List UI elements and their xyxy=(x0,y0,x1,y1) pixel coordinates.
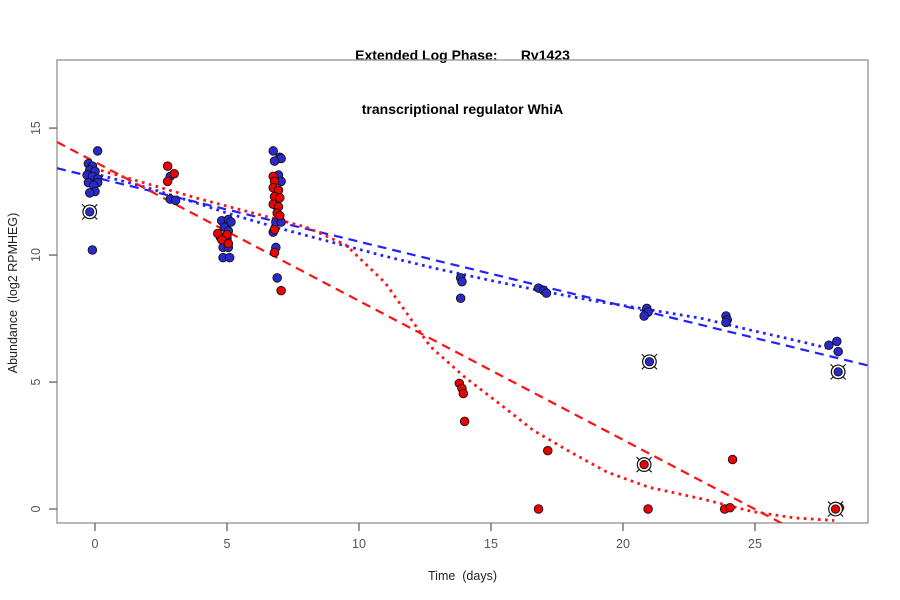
red-points xyxy=(269,247,280,258)
y-tick-label: 0 xyxy=(29,506,43,513)
blue-points xyxy=(824,340,834,350)
y-tick-label: 5 xyxy=(29,379,43,386)
x-tick-label: 25 xyxy=(748,537,762,551)
blue-points xyxy=(226,217,236,227)
red-points xyxy=(162,161,173,171)
red-points xyxy=(725,503,735,513)
red-spline-fit-line xyxy=(86,166,835,522)
blue-points xyxy=(92,146,103,156)
red-points xyxy=(269,224,280,235)
x-tick-label: 5 xyxy=(224,537,231,551)
red-points xyxy=(162,176,173,187)
chart-title: Extended Log Phase: Rv1423 transcription… xyxy=(57,10,868,154)
blue-points-circled xyxy=(85,207,95,217)
blue-points xyxy=(457,276,467,287)
y-axis-label: Abundance (log2 RPMHEG) xyxy=(6,212,20,374)
red-points xyxy=(543,445,553,456)
x-tick-label: 15 xyxy=(484,537,498,551)
y-tick-label: 10 xyxy=(29,248,43,262)
blue-points xyxy=(832,336,842,347)
blue-points xyxy=(87,245,98,255)
red-points-circled xyxy=(639,459,649,470)
red-points xyxy=(533,504,544,514)
blue-points xyxy=(541,288,552,298)
blue-points xyxy=(639,311,649,321)
blue-points-circled xyxy=(644,357,655,367)
red-points xyxy=(727,454,738,465)
red-points xyxy=(276,285,286,296)
red-linear-fit-line xyxy=(57,141,784,523)
y-tick-label: 15 xyxy=(29,121,43,135)
x-tick-label: 20 xyxy=(616,537,630,551)
red-points xyxy=(223,238,234,249)
red-points xyxy=(275,210,285,221)
blue-points xyxy=(272,273,282,283)
blue-points xyxy=(833,346,843,357)
blue-points xyxy=(455,293,466,303)
chart-title-line1: Extended Log Phase: Rv1423 xyxy=(355,47,570,63)
x-axis-label: Time (days) xyxy=(428,569,497,583)
red-points-circled xyxy=(830,504,841,514)
red-points xyxy=(275,193,285,203)
plot-box xyxy=(56,59,869,524)
x-tick-label: 0 xyxy=(92,537,99,551)
chart-title-line2: transcriptional regulator WhiA xyxy=(361,101,564,117)
red-points xyxy=(169,169,179,179)
blue-spline-fit-line xyxy=(86,169,827,350)
blue-points xyxy=(84,188,95,198)
red-points xyxy=(643,504,653,514)
blue-points xyxy=(224,252,235,263)
red-points xyxy=(458,388,469,399)
blue-points xyxy=(170,195,181,206)
blue-linear-fit-line xyxy=(57,167,868,367)
blue-points xyxy=(269,156,280,166)
blue-points xyxy=(268,146,278,156)
red-points xyxy=(459,416,470,427)
blue-points-circled xyxy=(833,367,843,377)
x-tick-label: 10 xyxy=(352,537,366,551)
blue-points xyxy=(721,317,731,328)
